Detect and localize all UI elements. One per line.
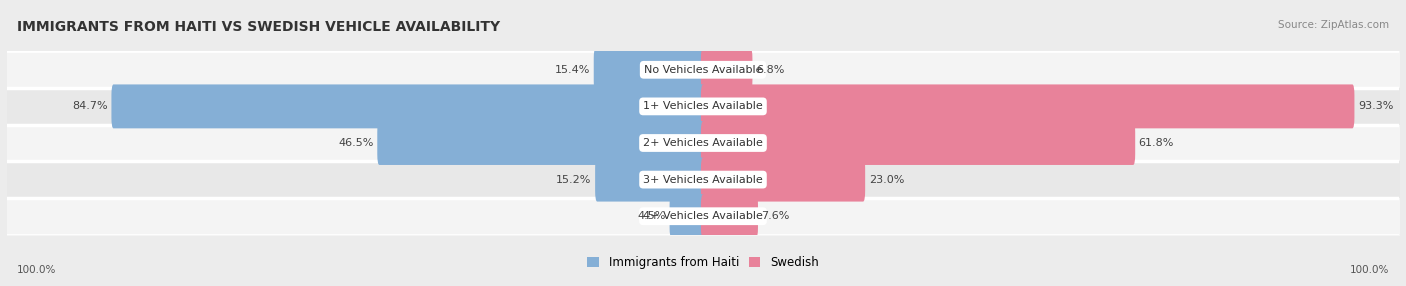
Text: Source: ZipAtlas.com: Source: ZipAtlas.com (1278, 20, 1389, 30)
Text: 100.0%: 100.0% (1350, 265, 1389, 275)
Text: 15.2%: 15.2% (557, 175, 592, 184)
Text: 23.0%: 23.0% (869, 175, 904, 184)
FancyBboxPatch shape (377, 121, 704, 165)
Text: 15.4%: 15.4% (555, 65, 591, 75)
FancyBboxPatch shape (702, 121, 1135, 165)
FancyBboxPatch shape (702, 158, 865, 202)
FancyBboxPatch shape (669, 194, 704, 238)
Text: 4.5%: 4.5% (638, 211, 666, 221)
Text: 3+ Vehicles Available: 3+ Vehicles Available (643, 175, 763, 184)
FancyBboxPatch shape (702, 48, 752, 92)
FancyBboxPatch shape (702, 84, 1354, 128)
FancyBboxPatch shape (702, 194, 758, 238)
FancyBboxPatch shape (593, 48, 704, 92)
Text: 1+ Vehicles Available: 1+ Vehicles Available (643, 102, 763, 111)
Text: IMMIGRANTS FROM HAITI VS SWEDISH VEHICLE AVAILABILITY: IMMIGRANTS FROM HAITI VS SWEDISH VEHICLE… (17, 20, 501, 34)
Text: 6.8%: 6.8% (756, 65, 785, 75)
Text: 93.3%: 93.3% (1358, 102, 1393, 111)
FancyBboxPatch shape (111, 84, 704, 128)
Text: 4+ Vehicles Available: 4+ Vehicles Available (643, 211, 763, 221)
Text: 84.7%: 84.7% (72, 102, 108, 111)
FancyBboxPatch shape (595, 158, 704, 202)
Text: 2+ Vehicles Available: 2+ Vehicles Available (643, 138, 763, 148)
Text: 7.6%: 7.6% (762, 211, 790, 221)
Text: 100.0%: 100.0% (17, 265, 56, 275)
Text: 61.8%: 61.8% (1139, 138, 1174, 148)
Legend: Immigrants from Haiti, Swedish: Immigrants from Haiti, Swedish (588, 256, 818, 269)
Text: No Vehicles Available: No Vehicles Available (644, 65, 762, 75)
Text: 46.5%: 46.5% (339, 138, 374, 148)
